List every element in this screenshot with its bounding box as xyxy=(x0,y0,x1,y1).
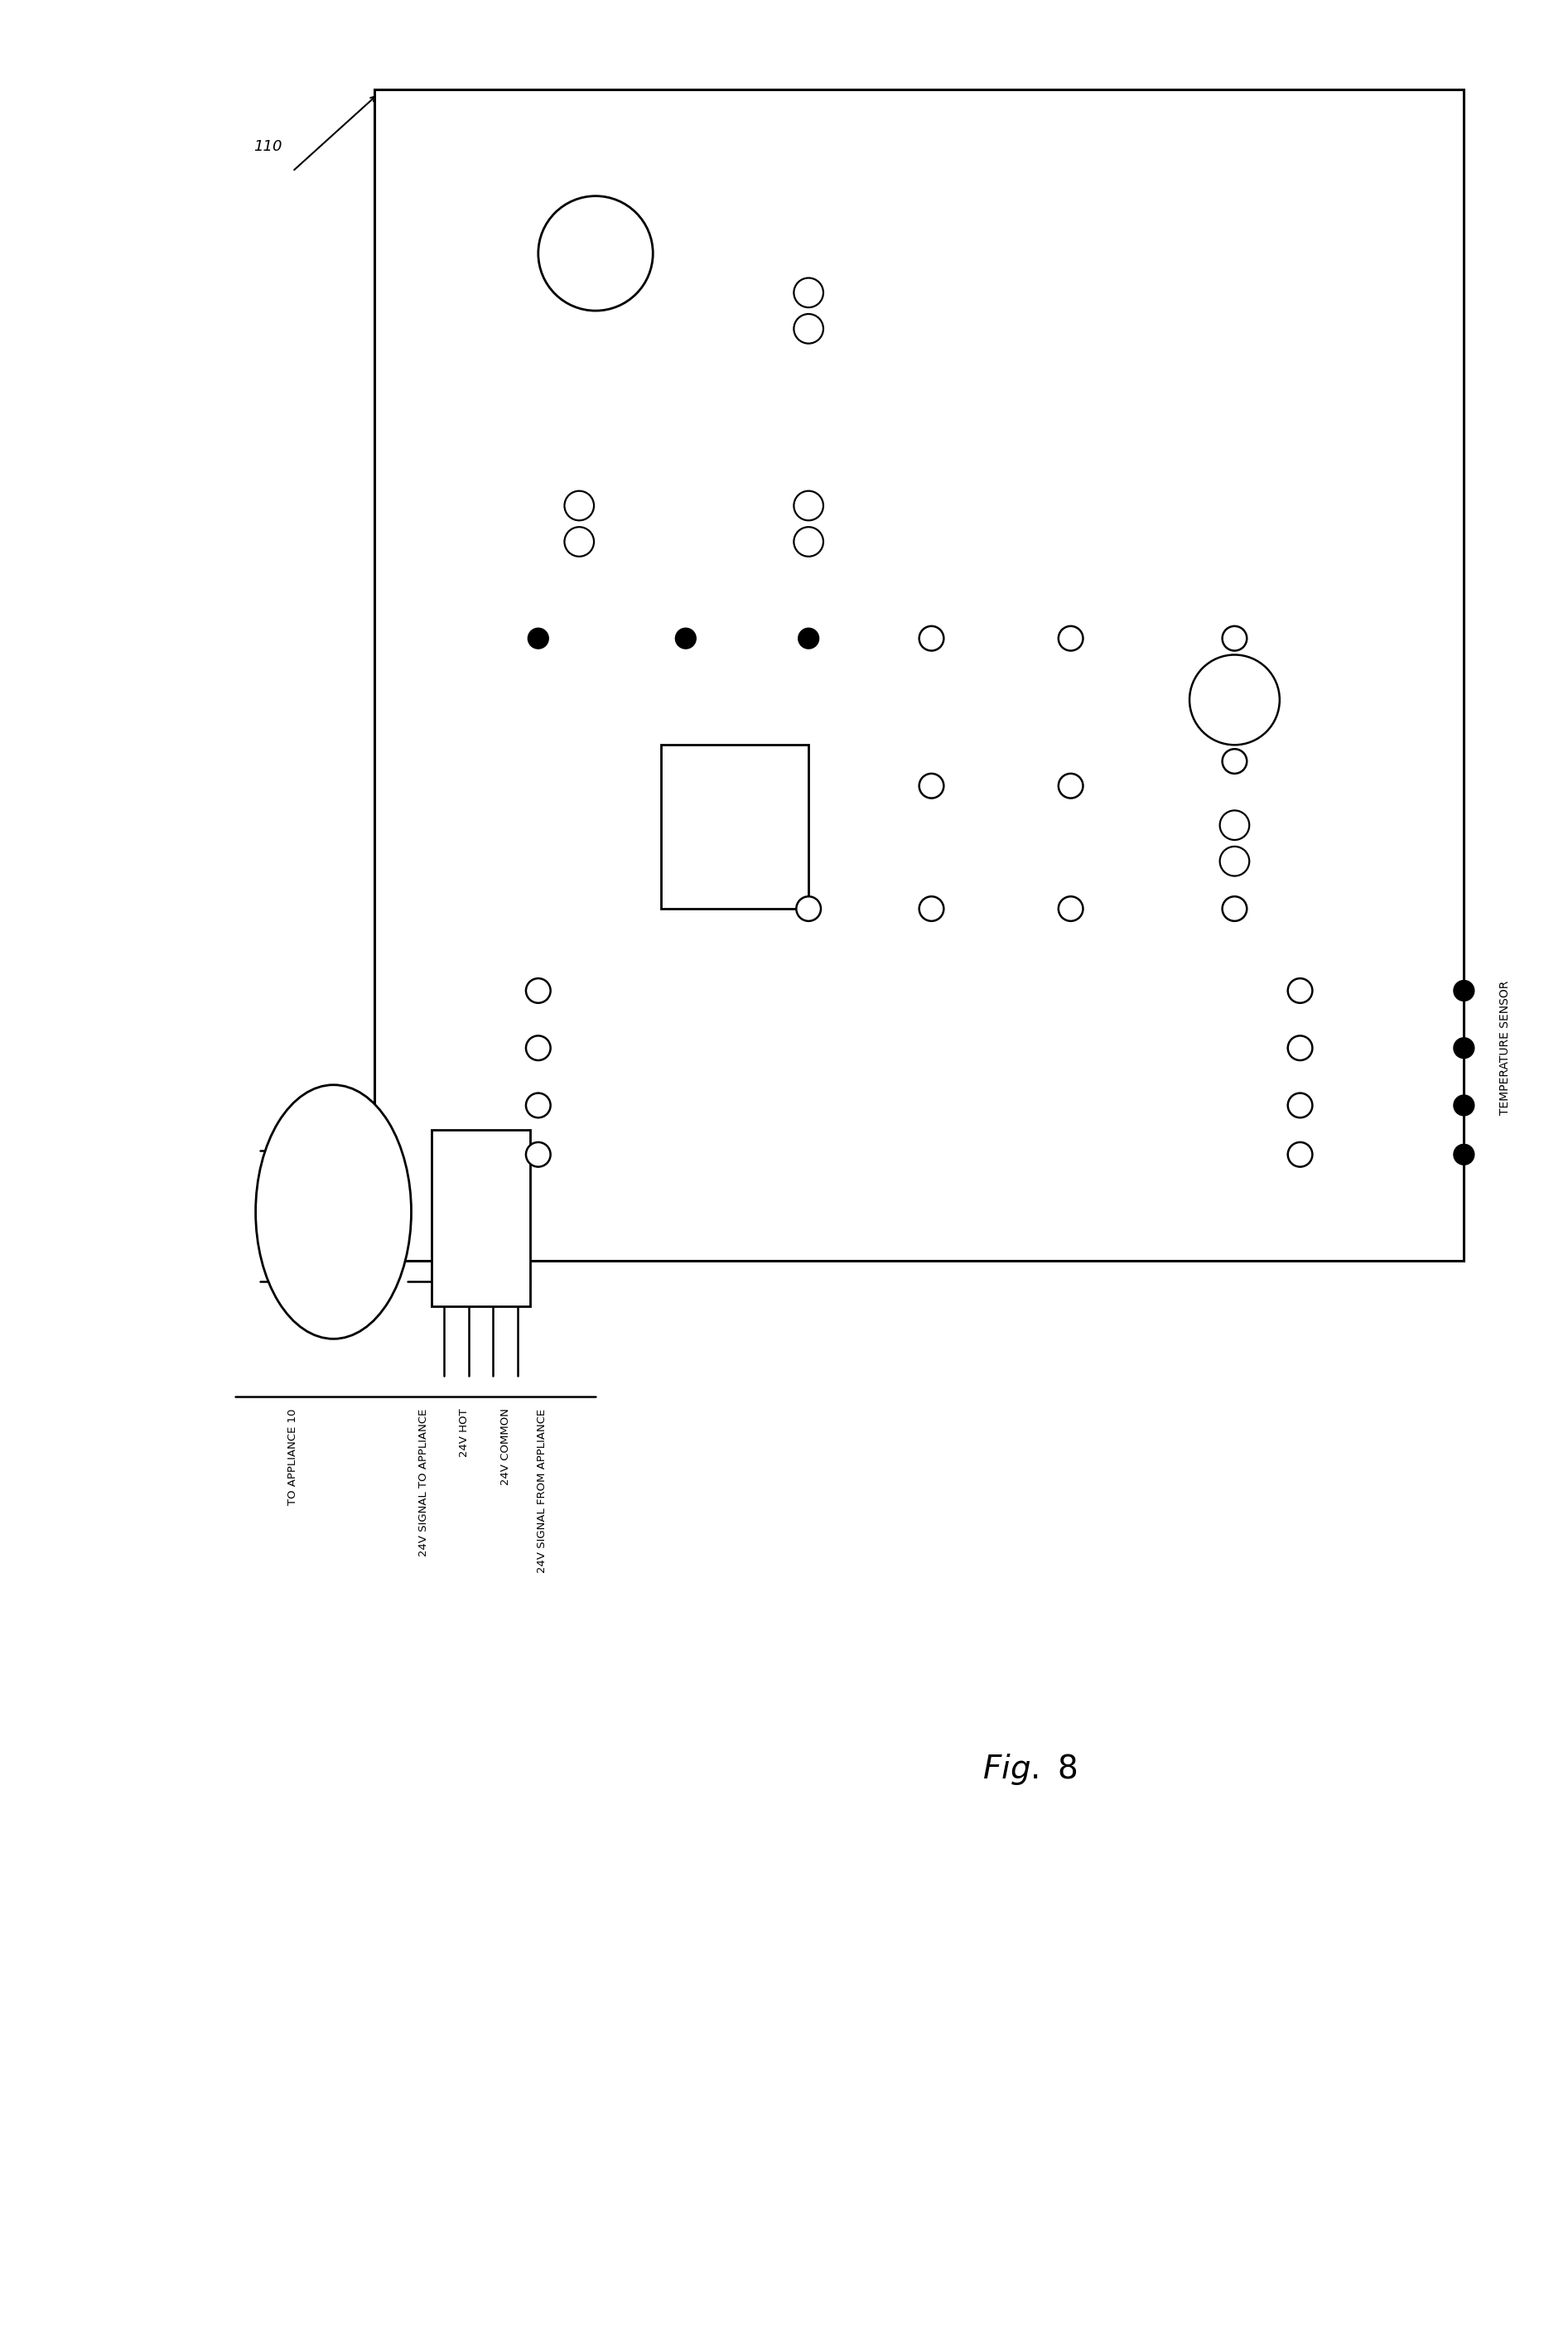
Text: Y: Y xyxy=(331,1144,337,1156)
Circle shape xyxy=(793,491,823,519)
Text: S4: S4 xyxy=(845,301,859,313)
Text: 24V COMMON: 24V COMMON xyxy=(500,1408,511,1485)
Circle shape xyxy=(793,277,823,308)
Circle shape xyxy=(1287,1093,1312,1119)
Circle shape xyxy=(1220,811,1250,839)
Circle shape xyxy=(528,627,549,649)
Text: S3: S3 xyxy=(831,496,847,508)
Text: 24V SIGNAL FROM APPLIANCE: 24V SIGNAL FROM APPLIANCE xyxy=(536,1408,547,1572)
Text: S1: S1 xyxy=(1264,841,1276,853)
Circle shape xyxy=(798,627,818,649)
Circle shape xyxy=(538,195,652,310)
Circle shape xyxy=(525,1093,550,1119)
Text: L1: L1 xyxy=(1287,696,1300,705)
Text: R1C: R1C xyxy=(960,710,982,721)
Ellipse shape xyxy=(256,1086,411,1339)
Text: R2S: R2S xyxy=(618,855,638,867)
Circle shape xyxy=(1287,978,1312,1003)
Text: 88: 88 xyxy=(416,1001,431,1013)
Circle shape xyxy=(1058,625,1083,651)
Circle shape xyxy=(525,1142,550,1168)
Circle shape xyxy=(1223,895,1247,921)
Circle shape xyxy=(919,895,944,921)
Text: $\mathit{Fig.}$ $\mathit{8}$: $\mathit{Fig.}$ $\mathit{8}$ xyxy=(983,1751,1077,1786)
Circle shape xyxy=(564,526,594,557)
Circle shape xyxy=(1058,895,1083,921)
Circle shape xyxy=(922,627,941,649)
Circle shape xyxy=(919,773,944,799)
Circle shape xyxy=(564,491,594,519)
Text: S2: S2 xyxy=(602,496,616,508)
Text: 89: 89 xyxy=(458,1027,472,1036)
Circle shape xyxy=(1287,1142,1312,1168)
Text: 106: 106 xyxy=(1358,1067,1380,1079)
Circle shape xyxy=(919,625,944,651)
Text: 92: 92 xyxy=(710,818,724,830)
Circle shape xyxy=(525,1036,550,1060)
Text: CONTROL: CONTROL xyxy=(729,801,740,853)
Circle shape xyxy=(797,895,822,921)
Circle shape xyxy=(1225,627,1245,649)
Text: BK: BK xyxy=(326,1236,340,1246)
Circle shape xyxy=(793,526,823,557)
Circle shape xyxy=(1190,656,1279,745)
Text: R2C: R2C xyxy=(1099,710,1121,721)
Text: TO APPLIANCE 10: TO APPLIANCE 10 xyxy=(287,1408,298,1504)
Circle shape xyxy=(525,978,550,1003)
Circle shape xyxy=(1223,750,1247,773)
Text: M: M xyxy=(588,247,602,261)
Text: 91: 91 xyxy=(731,588,745,599)
Text: 24V SIGNAL TO APPLIANCE: 24V SIGNAL TO APPLIANCE xyxy=(419,1408,430,1556)
Text: BR: BR xyxy=(326,1189,340,1201)
Circle shape xyxy=(793,315,823,343)
Text: 90: 90 xyxy=(497,862,513,874)
Circle shape xyxy=(1454,1039,1474,1057)
Text: R1S: R1S xyxy=(577,855,597,867)
Circle shape xyxy=(1058,773,1083,799)
Circle shape xyxy=(1454,1095,1474,1116)
Circle shape xyxy=(676,627,696,649)
Circle shape xyxy=(1223,625,1247,651)
Bar xyxy=(431,1130,530,1307)
Circle shape xyxy=(1062,627,1080,649)
Text: 24V HOT: 24V HOT xyxy=(459,1408,470,1457)
Bar xyxy=(662,745,809,909)
Circle shape xyxy=(1287,1036,1312,1060)
Bar xyxy=(375,89,1465,1262)
Text: O: O xyxy=(329,1276,337,1288)
Text: 110: 110 xyxy=(254,139,282,155)
Text: TEMPERATURE SENSOR: TEMPERATURE SENSOR xyxy=(1499,980,1510,1116)
Text: 86: 86 xyxy=(1102,550,1121,564)
Circle shape xyxy=(1454,980,1474,1001)
Circle shape xyxy=(1454,1144,1474,1163)
Circle shape xyxy=(1220,846,1250,877)
